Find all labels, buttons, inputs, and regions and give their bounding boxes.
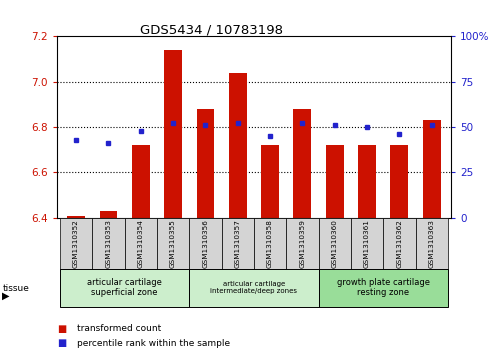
Text: GSM1310358: GSM1310358 [267, 219, 273, 268]
Bar [132, 145, 150, 218]
Bar [197, 109, 214, 218]
Bar [67, 216, 85, 218]
Text: GSM1310354: GSM1310354 [138, 219, 144, 268]
Bar [383, 218, 416, 270]
Text: GSM1310361: GSM1310361 [364, 219, 370, 268]
Text: growth plate cartilage
resting zone: growth plate cartilage resting zone [337, 278, 430, 297]
Bar [318, 269, 448, 307]
Bar [157, 218, 189, 270]
Text: ■: ■ [57, 338, 66, 348]
Text: GSM1310356: GSM1310356 [203, 219, 209, 268]
Bar [351, 218, 383, 270]
Bar [229, 73, 246, 218]
Text: GSM1310363: GSM1310363 [429, 219, 435, 268]
Bar [92, 218, 125, 270]
Bar [254, 218, 286, 270]
Bar [164, 50, 182, 218]
Text: ▶: ▶ [2, 291, 10, 301]
Text: GSM1310355: GSM1310355 [170, 219, 176, 268]
Text: GSM1310357: GSM1310357 [235, 219, 241, 268]
Bar [125, 218, 157, 270]
Bar [60, 269, 189, 307]
Text: GDS5434 / 10783198: GDS5434 / 10783198 [141, 24, 283, 37]
Bar [326, 145, 344, 218]
Bar [221, 218, 254, 270]
Text: articular cartilage
superficial zone: articular cartilage superficial zone [87, 278, 162, 297]
Bar [261, 145, 279, 218]
Bar [189, 218, 221, 270]
Bar [423, 120, 441, 218]
Text: GSM1310353: GSM1310353 [106, 219, 111, 268]
Text: GSM1310360: GSM1310360 [332, 219, 338, 268]
Bar [286, 218, 318, 270]
Text: tissue: tissue [2, 284, 30, 293]
Bar [358, 145, 376, 218]
Text: percentile rank within the sample: percentile rank within the sample [77, 339, 231, 347]
Text: ■: ■ [57, 323, 66, 334]
Text: transformed count: transformed count [77, 324, 162, 333]
Bar [60, 218, 92, 270]
Bar [100, 211, 117, 218]
Bar [416, 218, 448, 270]
Text: GSM1310359: GSM1310359 [299, 219, 305, 268]
Bar [189, 269, 318, 307]
Bar [390, 145, 408, 218]
Bar [293, 109, 311, 218]
Text: GSM1310362: GSM1310362 [396, 219, 402, 268]
Bar [318, 218, 351, 270]
Text: articular cartilage
intermediate/deep zones: articular cartilage intermediate/deep zo… [211, 281, 297, 294]
Text: GSM1310352: GSM1310352 [73, 219, 79, 268]
